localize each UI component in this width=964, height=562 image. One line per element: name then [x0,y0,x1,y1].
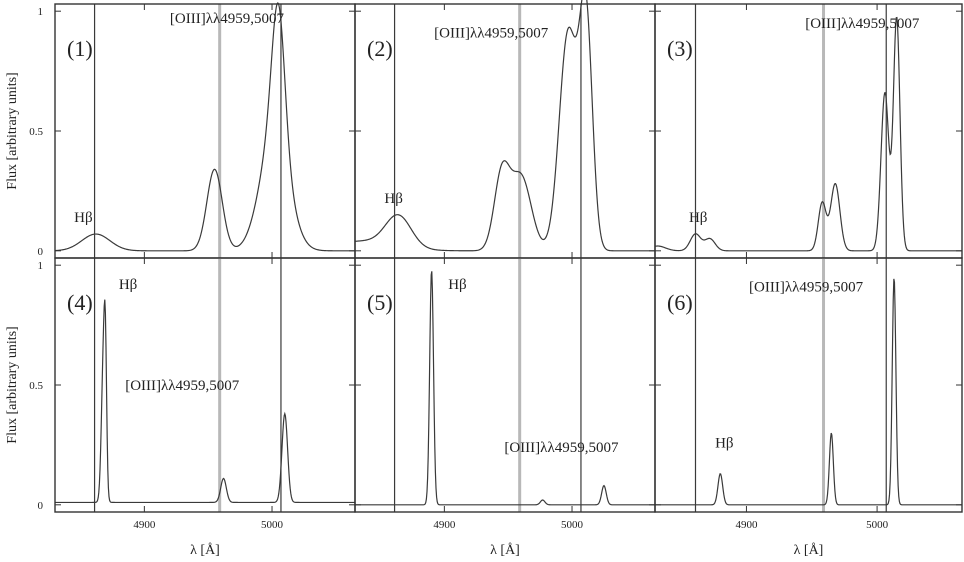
spectrum-line [55,299,355,504]
hbeta-label: Hβ [119,277,137,293]
x-axis-label: λ [Å] [490,542,520,558]
spectrum-line [655,278,962,506]
x-tick-label: 5000 [261,519,284,531]
x-axis-label: λ [Å] [794,542,824,558]
y-axis-label: Flux [arbitrary units] [5,72,20,189]
hbeta-label: Hβ [74,210,92,226]
x-tick-label: 5000 [866,519,889,531]
oiii-label: [OIII]λλ4959,5007 [170,11,285,27]
oiii-label: [OIII]λλ4959,5007 [749,280,864,296]
x-tick-label: 4900 [133,519,156,531]
hbeta-label: Hβ [715,435,733,451]
spectrum-line [54,2,355,252]
y-tick-label: 0 [38,246,44,258]
y-tick-label: 0.5 [29,126,43,138]
panel-number: (2) [367,36,393,61]
x-tick-label: 5000 [561,519,584,531]
panel-number: (1) [67,36,93,61]
y-tick-label: 0 [38,500,44,512]
x-tick-label: 4900 [433,519,456,531]
panel-frame [354,257,656,513]
panel-1: 0 0.5 1 Flux [arbitrary units] (1) Hβ [OIII]λλ… [5,2,356,259]
panel-2: (2) Hβ [OIII]λλ4959,5007 [354,0,656,259]
panel-number: (4) [67,290,93,315]
hbeta-label: Hβ [384,191,402,207]
x-tick-label: 4900 [735,519,758,531]
spectrum-line [355,271,655,506]
panel-6: 4900 5000 λ [Å] (6) Hβ [OIII]λλ4959,5007 [654,257,963,558]
oiii-label: [OIII]λλ4959,5007 [434,26,549,42]
hbeta-label: Hβ [448,277,466,293]
oiii-label: [OIII]λλ4959,5007 [504,440,619,456]
panel-3: (3) Hβ [OIII]λλ4959,5007 [654,3,963,259]
y-tick-label: 0.5 [29,380,43,392]
panel-frame [354,3,656,259]
spectrum-line [354,0,655,252]
y-axis-label: Flux [arbitrary units] [5,326,20,443]
panel-frame [54,3,356,259]
hbeta-label: Hβ [689,210,707,226]
panel-number: (3) [667,36,693,61]
y-tick-label: 1 [38,260,44,272]
panel-4: 4900 5000 λ [Å] 0 0.5 1 Flux [arbitrary units]… [5,257,356,558]
spectrum-line [654,16,962,252]
panel-5: 4900 5000 λ [Å] (5) Hβ [OIII]λλ4959,5007 [354,257,656,558]
panel-number: (6) [667,290,693,315]
y-tick-label: 1 [38,6,44,18]
oiii-label: [OIII]λλ4959,5007 [125,378,240,394]
x-axis-label: λ [Å] [190,542,220,558]
panel-frame [654,257,963,513]
oiii-label: [OIII]λλ4959,5007 [805,16,920,32]
panel-number: (5) [367,290,393,315]
